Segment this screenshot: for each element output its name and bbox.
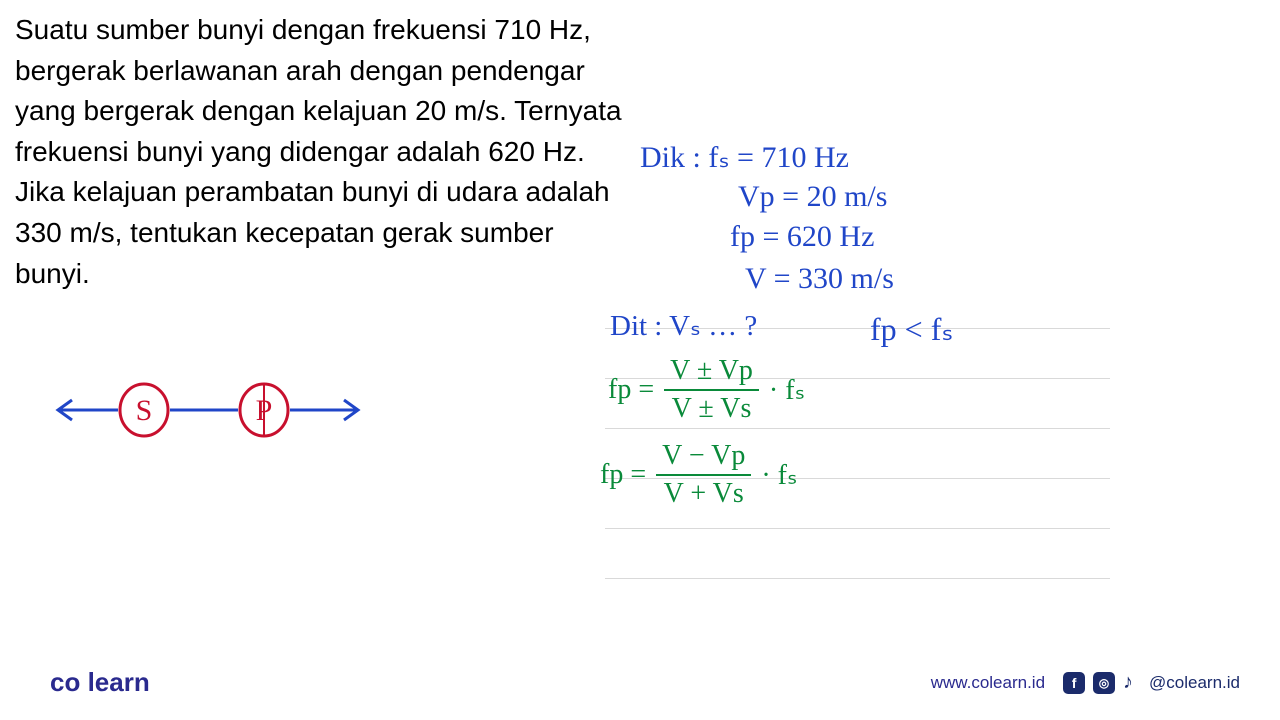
logo-co: co [50, 667, 80, 697]
footer-url: www.colearn.id [931, 673, 1045, 693]
logo-learn: learn [88, 667, 150, 697]
given-fs: fₛ = 710 Hz [708, 141, 849, 174]
problem-statement: Suatu sumber bunyi dengan frekuensi 710 … [15, 10, 625, 294]
social-group: f ◎ ♪ @colearn.id [1063, 671, 1240, 694]
inequality: fp < fₛ [870, 310, 953, 348]
formula1-fraction: V ± Vp V ± Vs [664, 355, 759, 425]
given-fp: fp = 620 Hz [730, 220, 874, 254]
formula1-denominator: V ± Vs [664, 391, 759, 425]
given-vp: Vp = 20 m/s [738, 180, 887, 214]
formula2-fraction: V − Vp V + Vs [656, 440, 751, 510]
formula-specific: fp = V − Vp V + Vs · fₛ [600, 440, 797, 510]
formula2-numerator: V − Vp [656, 440, 751, 476]
dik-label: Dik : [640, 141, 701, 174]
formula2-denominator: V + Vs [656, 476, 751, 510]
page-canvas: Suatu sumber bunyi dengan frekuensi 710 … [0, 0, 1280, 720]
formula2-rhs: · fₛ [761, 458, 797, 492]
rule-line [605, 578, 1110, 579]
formula2-lhs: fp = [600, 459, 646, 491]
asked-label: Dit : Vₛ … ? [610, 308, 757, 343]
formula1-rhs: · fₛ [769, 373, 805, 407]
motion-diagram: S P [48, 370, 388, 450]
facebook-icon: f [1063, 672, 1085, 694]
social-handle: @colearn.id [1149, 673, 1240, 693]
given-label: Dik : fₛ = 710 Hz [640, 140, 849, 175]
given-v: V = 330 m/s [745, 262, 894, 296]
source-label: S [136, 394, 153, 427]
formula1-numerator: V ± Vp [664, 355, 759, 391]
formula1-lhs: fp = [608, 374, 654, 406]
formula-general: fp = V ± Vp V ± Vs · fₛ [608, 355, 805, 425]
instagram-icon: ◎ [1093, 672, 1115, 694]
brand-logo: co learn [50, 667, 150, 698]
rule-line [605, 528, 1110, 529]
tiktok-icon: ♪ [1123, 671, 1141, 694]
footer-right: www.colearn.id f ◎ ♪ @colearn.id [931, 671, 1240, 694]
rule-line [605, 428, 1110, 429]
